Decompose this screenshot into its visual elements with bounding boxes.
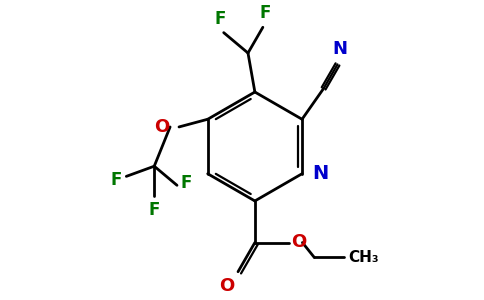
Text: F: F xyxy=(214,10,226,28)
Text: CH₃: CH₃ xyxy=(348,250,378,265)
Text: F: F xyxy=(259,4,271,22)
Text: F: F xyxy=(149,201,160,219)
Text: F: F xyxy=(181,174,192,192)
Text: O: O xyxy=(219,277,234,295)
Text: N: N xyxy=(332,40,347,58)
Text: O: O xyxy=(291,232,307,250)
Text: N: N xyxy=(312,164,328,183)
Text: F: F xyxy=(111,171,122,189)
Text: O: O xyxy=(154,118,169,136)
